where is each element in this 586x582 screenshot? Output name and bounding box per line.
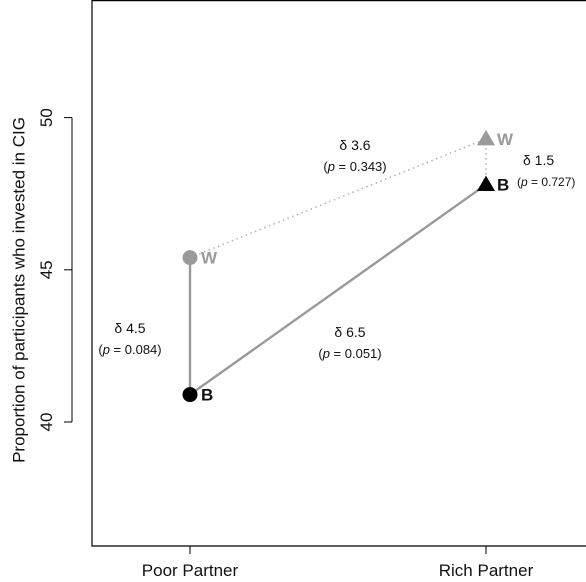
p-value-label: (p = 0.084): [98, 342, 161, 357]
point-b-rich-partner: [477, 175, 495, 192]
point-w-poor-partner: [182, 250, 198, 266]
point-labels: B B W W: [201, 130, 514, 405]
y-tick-label: 50: [37, 108, 56, 127]
y-axis-label: Proportion of participants who invested …: [9, 117, 28, 463]
plot-frame: [91, 0, 586, 547]
y-axis: 40 45 50: [37, 108, 73, 432]
y-tick-label: 40: [37, 413, 56, 432]
comparison-line: [189, 138, 487, 259]
delta-label: δ 1.5: [523, 152, 554, 168]
point-w-rich-partner: [477, 129, 495, 146]
p-value-label: (p = 0.343): [323, 159, 386, 174]
point-label: B: [497, 176, 509, 195]
comparison-annotations: δ 3.6 (p = 0.343) δ 4.5 (p = 0.084) δ 6.5 (p …: [98, 137, 575, 361]
delta-label: δ 6.5: [334, 324, 365, 340]
p-value-label: (p = 0.727): [517, 175, 575, 189]
y-tick-label: 45: [37, 260, 56, 279]
x-tick-label: Poor Partner: [142, 561, 239, 580]
delta-label: δ 4.5: [114, 320, 145, 336]
comparison-lines: [188, 138, 487, 396]
delta-label: δ 3.6: [339, 137, 370, 153]
x-tick-label: Rich Partner: [439, 561, 534, 580]
point-label: W: [201, 249, 218, 268]
data-markers: [182, 129, 495, 403]
x-axis: Poor Partner Rich Partner: [142, 546, 534, 580]
plot-border: [91, 0, 586, 547]
point-b-poor-partner: [182, 387, 198, 403]
point-label: W: [497, 130, 514, 149]
point-label: B: [201, 386, 213, 405]
p-value-label: (p = 0.051): [318, 346, 381, 361]
comparison-line: [189, 183, 487, 396]
